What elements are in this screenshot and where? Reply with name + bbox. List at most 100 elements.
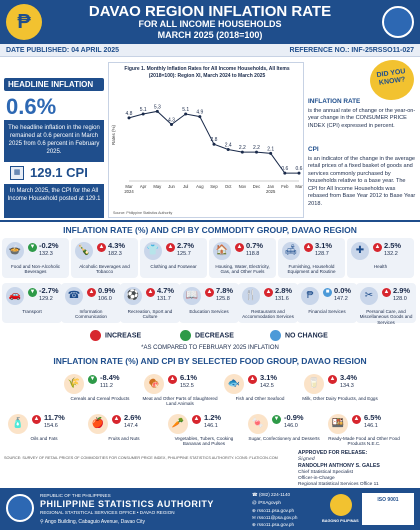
x-tick-label: Apr [140, 184, 147, 189]
trend-icon: ▲ [248, 375, 257, 384]
approver-role-1: Chief Statistical Specialist [298, 469, 353, 475]
food-cpi: 146.0 [284, 423, 298, 429]
approver-role-2: Officer-in-Charge [298, 475, 335, 481]
email[interactable]: ✉ rsso11@psa.gov.ph [252, 515, 298, 520]
data-point [240, 150, 244, 154]
food-cpi: 146.1 [364, 423, 378, 429]
cpi-text: In March 2025, the CPI for the All Incom… [4, 184, 104, 218]
legend-increase: INCREASE [90, 330, 141, 341]
trend-icon: ▲ [304, 243, 313, 252]
mail-icon: ✉ [252, 515, 258, 520]
trend-icon: ▲ [205, 288, 214, 297]
trend-icon: ▼ [28, 288, 37, 297]
headline-rate: 0.6% [6, 94, 57, 119]
commodity-card: 🏠 ▲ 0.7% 118.8 Housing, Water, Electricity, … [209, 238, 276, 278]
trend-icon: ▲ [235, 243, 244, 252]
chart-title: Figure 1. Monthly Inflation Rates for Al… [124, 66, 290, 79]
commodity-cpi: 147.2 [334, 296, 348, 302]
commodity-card: ✚ ▲ 2.5% 132.2 Health [347, 238, 414, 278]
agency-name: PHILIPPINE STATISTICS AUTHORITY [40, 499, 214, 509]
trend-icon: ▲ [112, 415, 121, 424]
trend-icon: ▼ [88, 375, 97, 384]
data-point [212, 142, 216, 146]
food-card: 🥕 ▲ 1.2% 146.1 Vegetables, Tubers, Cooking B… [164, 410, 244, 452]
food-rate: 6.1% [180, 373, 198, 382]
commodity-card: 🛋 ▲ 3.1% 128.7 Furnishing, Household Equipme… [278, 238, 345, 278]
commodity-rate: 0.0% [334, 286, 352, 295]
commodity-rate: 4.7% [157, 286, 175, 295]
x-tick-label: Feb [281, 184, 289, 189]
food-rate: 1.2% [204, 413, 222, 422]
data-point [226, 147, 230, 151]
trend-icon: ▲ [264, 288, 273, 297]
trend-icon: ▼ [272, 415, 281, 424]
social-handle[interactable]: @ /PSAgovph [252, 500, 281, 505]
decrease-dot-icon [180, 330, 191, 341]
calendar-icon: ▦ [10, 166, 24, 180]
data-point [170, 122, 173, 126]
x-tick-label: May [153, 184, 162, 189]
commodity-section-title: INFLATION RATE (%) AND CPI BY COMMODITY … [63, 225, 357, 235]
commodity-card: ☎ ▲ 0.9% 106.0 Information Communication [61, 283, 121, 323]
comparison-note: *AS COMPARED TO FEBRUARY 2025 INFLATION [141, 345, 279, 351]
inflation-definition-text: is the annual rate of change or the year… [308, 107, 416, 129]
psa-logo-icon [382, 6, 414, 38]
house-icon: 🏠 [213, 242, 231, 260]
x-tick-year: 2025 [266, 189, 276, 194]
commodity-cpi: 131.6 [275, 296, 289, 302]
rice-icon: 🌾 [64, 374, 84, 394]
food-card: 🍎 ▲ 2.6% 147.4 Fruits and Nuts [84, 410, 164, 452]
meat-icon: 🍖 [144, 374, 164, 394]
x-tick-label: Mar [295, 184, 303, 189]
psa-seal-icon [6, 494, 34, 522]
commodity-name: Clothing and Footwear [150, 264, 197, 269]
website-2[interactable]: ⊕ rsso11.psa.gov.ph [252, 522, 294, 527]
inflation-definition-title: INFLATION RATE [308, 98, 361, 105]
x-tick-label: Nov [239, 184, 247, 189]
date-published: DATE PUBLISHED: 04 APRIL 2025 [6, 47, 120, 54]
money-icon: ₱ [301, 287, 319, 305]
commodity-rate: -0.2% [39, 241, 59, 250]
data-label: 5.3 [154, 104, 161, 110]
food-icon: 🍲 [6, 242, 24, 260]
phone[interactable]: ☎ (082) 224-1140 [252, 492, 291, 497]
food-name: Oils and Fats [30, 436, 58, 441]
did-you-know-badge: DID YOU KNOW? [367, 57, 417, 103]
commodity-rate: 2.7% [177, 241, 195, 250]
trend-icon: ▲ [328, 375, 337, 384]
commodity-card: 🍾 ▲ 4.3% 182.3 Alcoholic Beverages and Tobac… [71, 238, 138, 278]
ball-icon: ⚽ [124, 287, 142, 305]
source-note: SOURCE: SURVEY OF RETAIL PRICES OF COMMO… [4, 456, 278, 460]
trend-icon: ▲ [146, 288, 155, 297]
commodity-name: Education Services [189, 309, 229, 314]
data-label: 2.2 [239, 145, 246, 151]
trend-icon: ▲ [382, 288, 391, 297]
header-banner: ₱ DAVAO REGION INFLATION RATE FOR ALL IN… [0, 0, 420, 44]
footer: REPUBLIC OF THE PHILIPPINES PHILIPPINE S… [0, 488, 420, 530]
food-cpi: 147.4 [124, 423, 138, 429]
food-card: 🥛 ▲ 3.4% 134.3 Milk, Other Dairy Products, a… [300, 370, 380, 412]
x-tick-label: Jan [267, 184, 274, 189]
food-cpi: 154.6 [44, 423, 58, 429]
x-tick-label: Jun [168, 184, 175, 189]
food-name: Fish and Other Seafood [235, 396, 285, 401]
website[interactable]: ⊕ rsso11.psa.gov.ph [252, 508, 294, 513]
commodity-cpi: 132.3 [39, 251, 53, 257]
commodity-cpi: 118.8 [246, 251, 260, 257]
legend-no-change: NO CHANGE [270, 330, 328, 341]
cpi-definition-text: is an indicator of the change in the ave… [308, 155, 416, 207]
page-period: MARCH 2025 (2018=100) [157, 30, 263, 40]
data-point [155, 109, 159, 113]
food-section-title: INFLATION RATE (%) AND CPI BY SELECTED F… [53, 356, 367, 366]
data-point [255, 150, 258, 154]
ready-food-icon: 🍱 [328, 414, 348, 434]
food-cpi: 146.1 [204, 423, 218, 429]
commodity-card: ✂ ▲ 2.9% 128.0 Personal Care, and Miscellane… [356, 283, 416, 325]
trend-icon: ▲ [352, 415, 361, 424]
commodity-cpi: 129.2 [39, 296, 53, 302]
data-label: 4.8 [126, 111, 133, 117]
oil-icon: 🧴 [8, 414, 28, 434]
health-icon: ✚ [351, 242, 369, 260]
shirt-icon: 👕 [144, 242, 162, 260]
increase-dot-icon [90, 330, 101, 341]
